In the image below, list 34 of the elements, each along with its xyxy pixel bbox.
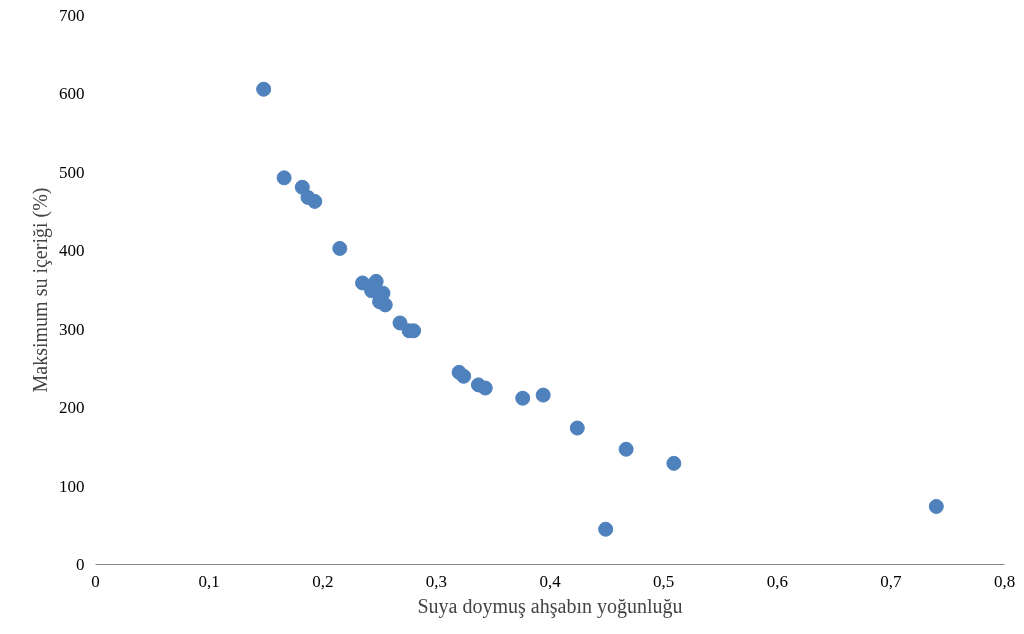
x-tick-label: 0,3 — [425, 571, 447, 591]
point — [392, 315, 408, 331]
y-axis-title: Maksimum su içeriği (%) — [29, 187, 52, 393]
point — [618, 441, 634, 457]
point — [276, 170, 292, 186]
point — [535, 387, 551, 403]
x-tick-label: 0,5 — [653, 571, 675, 591]
point — [477, 380, 493, 396]
y-tick-label: 700 — [59, 6, 85, 25]
y-tick-label: 600 — [59, 84, 85, 104]
x-tick-label: 0,6 — [766, 571, 788, 591]
x-tick-label: 0,2 — [312, 571, 334, 591]
y-tick-label: 100 — [59, 476, 85, 496]
point — [377, 297, 393, 313]
x-tick-label: 0,4 — [539, 571, 562, 591]
x-tick-label: 0,7 — [880, 571, 902, 591]
point — [307, 193, 323, 209]
point — [515, 390, 531, 406]
point — [456, 368, 472, 384]
y-tick-label: 400 — [59, 241, 85, 261]
x-tick-label: 0,1 — [198, 571, 220, 591]
point — [666, 455, 682, 471]
point — [928, 498, 944, 514]
point — [256, 81, 272, 97]
y-tick-label: 200 — [59, 398, 85, 418]
point — [332, 240, 348, 256]
y-tick-label: 500 — [59, 162, 85, 182]
x-tick-label: 0,8 — [993, 571, 1016, 591]
point — [569, 420, 585, 436]
y-tick-label: 0 — [76, 555, 85, 574]
point — [598, 521, 614, 537]
x-axis-title: Suya doymuş ahşabın yoğunluğu — [417, 594, 683, 618]
y-tick-label: 300 — [59, 319, 85, 339]
x-tick-label: 0 — [91, 571, 100, 591]
